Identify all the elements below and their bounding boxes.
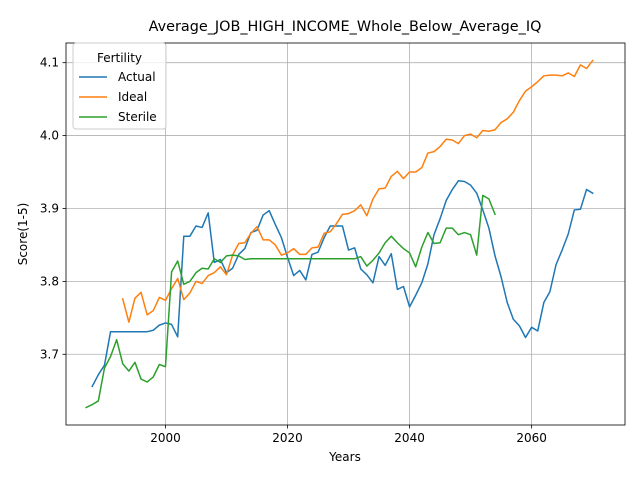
y-axis-label: Score(1-5): [16, 203, 30, 266]
y-tick-label: 3.8: [40, 274, 59, 288]
x-tick-label: 2040: [394, 431, 425, 445]
legend-label-sterile: Sterile: [118, 110, 157, 124]
chart-title: Average_JOB_HIGH_INCOME_Whole_Below_Aver…: [149, 19, 542, 35]
legend-label-actual: Actual: [118, 70, 156, 84]
series-lines: [85, 59, 594, 409]
plot-area-frame: [65, 42, 626, 426]
x-tick-label: 2000: [150, 431, 181, 445]
x-tick-label: 2060: [516, 431, 547, 445]
series-line-actual: [91, 180, 594, 388]
legend-frame: [72, 42, 167, 130]
axis-ticks: 2000 2020 2040 2060 3.7 3.8 3.9 4.0 4.1: [40, 56, 547, 445]
x-tick-label: 2020: [272, 431, 303, 445]
x-axis-label: Years: [328, 450, 361, 464]
series-line-ideal: [121, 59, 594, 323]
series-line-sterile: [85, 194, 496, 409]
y-tick-label: 3.9: [40, 201, 59, 215]
legend-title: Fertility: [97, 51, 142, 65]
y-tick-label: 4.1: [40, 56, 59, 70]
legend-label-ideal: Ideal: [118, 90, 147, 104]
y-tick-label: 4.0: [40, 129, 59, 143]
legend: Fertility Actual Ideal Sterile: [72, 42, 167, 130]
y-tick-label: 3.7: [40, 347, 59, 361]
